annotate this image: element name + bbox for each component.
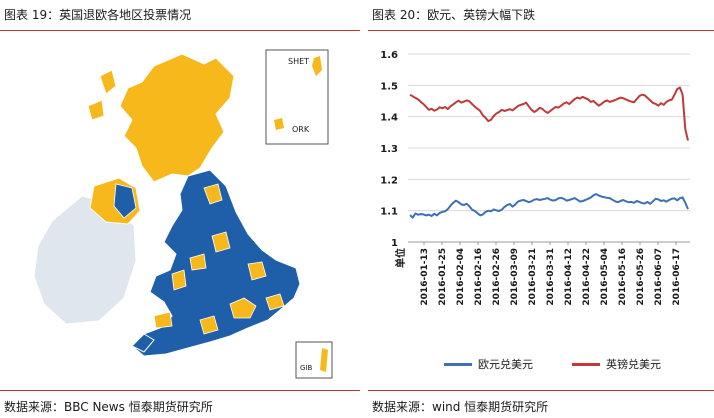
x-tick-label-14: 2016-06-17 <box>672 248 682 306</box>
legend-eur: 欧元兑美元 <box>444 356 533 372</box>
left-source-rule <box>0 390 360 391</box>
england-wales-shape <box>131 169 301 357</box>
series-line-0 <box>409 193 689 219</box>
right-panel: 图表 20：欧元、英镑大幅下跌 1 1.1 1.2 1.3 1.4 1.5 1.6 单位 201… <box>368 0 714 418</box>
x-tick-label-6: 2016-03-21 <box>528 248 538 306</box>
inset-shet-ork <box>265 49 329 145</box>
left-title-rule <box>0 30 360 31</box>
y-tick-label-2: 1.2 <box>380 175 398 186</box>
x-tick-label-8: 2016-04-12 <box>564 248 574 306</box>
legend-gbp-label: 英镑兑美元 <box>606 358 661 371</box>
legend-gbp-swatch <box>572 362 600 366</box>
right-title-rule <box>368 30 714 31</box>
left-panel-title: 图表 19：英国退欧各地区投票情况 <box>4 8 192 22</box>
left-panel: 图表 19：英国退欧各地区投票情况 SHET ORK GIB <box>0 8 360 414</box>
x-tick-label-12: 2016-05-26 <box>636 248 646 306</box>
right-panel-title: 图表 20：欧元、英镑大幅下跌 <box>372 8 536 22</box>
inset-label-ork: ORK <box>292 125 310 134</box>
legend-eur-swatch <box>444 362 472 366</box>
series-line-1 <box>409 86 689 141</box>
right-panel-source: 数据来源：wind 恒泰期货研究所 <box>372 400 549 414</box>
legend-eur-label: 欧元兑美元 <box>478 358 533 371</box>
uk-referendum-map: SHET ORK GIB <box>4 36 356 388</box>
y-tick-label-3: 1.3 <box>380 144 398 155</box>
right-source-rule <box>368 390 714 391</box>
unit-label: 单位 <box>394 248 407 268</box>
y-tick-label-5: 1.5 <box>380 81 398 92</box>
inset-label-gib: GIB <box>300 364 312 372</box>
legend-gbp: 英镑兑美元 <box>572 356 661 372</box>
x-tick-label-3: 2016-02-16 <box>474 248 484 306</box>
left-panel-source: 数据来源：BBC News 恒泰期货研究所 <box>4 400 213 414</box>
y-tick-label-0: 1 <box>391 238 398 249</box>
inset-gib <box>295 341 333 379</box>
y-tick-label-4: 1.4 <box>380 113 398 124</box>
y-tick-label-6: 1.6 <box>380 50 398 61</box>
x-tick-label-11: 2016-05-16 <box>618 248 628 306</box>
x-tick-label-2: 2016-02-04 <box>456 248 466 306</box>
y-tick-label-1: 1.1 <box>380 207 398 218</box>
x-tick-label-4: 2016-02-26 <box>492 248 502 306</box>
x-tick-label-7: 2016-03-31 <box>546 248 556 306</box>
inset-label-shet: SHET <box>288 57 309 66</box>
x-tick-label-9: 2016-04-22 <box>582 248 592 306</box>
x-tick-label-0: 2016-01-13 <box>420 248 430 306</box>
x-tick-label-13: 2016-06-07 <box>654 248 664 306</box>
x-tick-label-5: 2016-03-09 <box>510 248 520 306</box>
x-tick-label-1: 2016-01-25 <box>438 248 448 306</box>
x-tick-label-10: 2016-05-04 <box>600 248 610 306</box>
fx-line-chart: 1 1.1 1.2 1.3 1.4 1.5 1.6 单位 2016-01-13 2016-01-2… <box>380 50 690 306</box>
